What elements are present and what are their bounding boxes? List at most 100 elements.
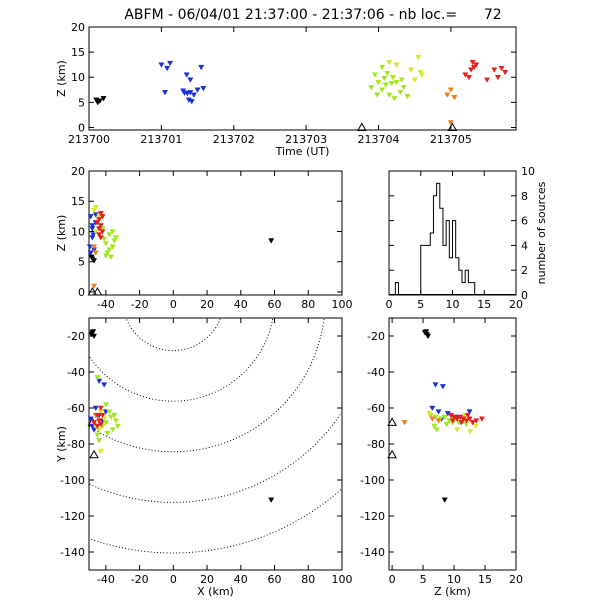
plot-frame xyxy=(88,170,343,296)
source-point xyxy=(441,414,448,421)
source-point xyxy=(375,80,382,86)
x-tick-label: -20 xyxy=(131,573,149,586)
source-point xyxy=(463,418,470,424)
source-point xyxy=(391,96,398,102)
source-point xyxy=(97,405,104,412)
histogram-steps xyxy=(394,182,476,296)
source-point xyxy=(417,69,424,76)
source-point xyxy=(89,223,96,229)
source-point xyxy=(94,432,101,439)
source-point xyxy=(89,226,96,232)
station-marker xyxy=(92,286,103,296)
source-point xyxy=(92,205,99,211)
y-tick-label: 10 xyxy=(71,225,85,238)
source-point xyxy=(386,59,393,66)
source-point xyxy=(96,427,103,433)
station-marker xyxy=(89,449,99,459)
source-point xyxy=(200,86,207,92)
source-point xyxy=(101,382,108,388)
y-tick-label: -120 xyxy=(360,510,385,523)
source-point xyxy=(494,74,501,81)
source-point xyxy=(96,378,103,385)
source-point xyxy=(397,90,404,96)
y-tick-label: 8 xyxy=(521,190,528,203)
y-tick-label: 2 xyxy=(521,264,528,277)
x-tick-label: 213703 xyxy=(285,133,327,146)
source-point xyxy=(464,412,471,419)
y-tick-label: -140 xyxy=(60,546,85,559)
x-tick-label: -40 xyxy=(97,573,115,586)
y-tick-label: 6 xyxy=(521,215,528,228)
source-point xyxy=(469,420,476,426)
x-tick-label: 20 xyxy=(200,573,214,586)
source-point xyxy=(467,429,474,435)
source-point xyxy=(87,416,94,422)
plot-frame xyxy=(88,26,517,131)
x-tick-label: 213705 xyxy=(430,133,472,146)
x-tick-label: 213702 xyxy=(213,133,255,146)
y-tick-label: -60 xyxy=(367,402,385,415)
source-point xyxy=(268,497,275,503)
source-point xyxy=(429,405,436,412)
y-tick-label: -60 xyxy=(67,402,85,415)
source-point xyxy=(443,421,450,428)
x-height-panel: -40 -20 0 20 40 60 80 100 0 5 10 15 20 Z (km) xyxy=(55,165,353,311)
y-tick-label: 5 xyxy=(78,96,85,109)
y-tick-label: -80 xyxy=(67,438,85,451)
x-tick-label: 0 xyxy=(389,573,396,586)
source-point xyxy=(386,92,393,98)
source-point xyxy=(374,92,381,98)
x-tick-label: -40 xyxy=(97,298,115,311)
source-point xyxy=(100,96,107,102)
time-height-panel: 213700 213701 213702 213703 213704 213705 0 5 10… xyxy=(55,21,517,158)
source-point xyxy=(107,414,114,421)
source-point xyxy=(194,87,201,93)
source-point xyxy=(94,375,101,381)
y-tick-label: -40 xyxy=(67,366,85,379)
y-tick-label: 15 xyxy=(71,195,85,208)
source-point xyxy=(96,418,103,424)
source-point xyxy=(401,420,408,426)
y-tick-label: -40 xyxy=(367,366,385,379)
source-point xyxy=(97,211,104,217)
source-point xyxy=(426,411,433,417)
source-point xyxy=(109,244,116,250)
x-tick-label: -20 xyxy=(131,298,149,311)
source-point xyxy=(87,250,94,256)
figure-title: ABFM - 06/04/01 21:37:00 - 21:37:06 - nb… xyxy=(124,7,501,23)
source-point xyxy=(91,283,98,290)
x-axis-label: X (km) xyxy=(197,585,234,598)
source-point xyxy=(91,427,98,433)
source-point xyxy=(484,77,491,83)
source-point xyxy=(99,214,106,220)
y-tick-label: 4 xyxy=(521,239,528,252)
x-tick-label: 0 xyxy=(386,298,393,311)
source-point xyxy=(94,412,101,419)
source-point xyxy=(87,214,94,220)
source-point xyxy=(90,329,97,335)
x-tick-label: 0 xyxy=(170,298,177,311)
source-point xyxy=(89,235,96,241)
source-point xyxy=(404,94,411,100)
source-point xyxy=(92,250,99,256)
source-point xyxy=(466,416,473,422)
source-point xyxy=(429,416,436,422)
source-point xyxy=(90,232,97,238)
source-point xyxy=(502,69,509,76)
x-tick-label: 40 xyxy=(234,573,248,586)
source-point xyxy=(381,75,388,82)
source-point xyxy=(97,223,104,229)
y-tick-label: 5 xyxy=(78,256,85,269)
x-tick-label: 213700 xyxy=(68,133,110,146)
y-axis-label: Y (km) xyxy=(55,426,68,463)
source-point xyxy=(398,77,405,83)
source-point xyxy=(454,427,461,433)
source-point xyxy=(114,423,121,430)
source-point xyxy=(466,409,473,415)
source-point xyxy=(106,247,113,253)
source-point xyxy=(188,99,195,105)
x-tick-label: 15 xyxy=(478,573,492,586)
source-point xyxy=(92,405,99,412)
plan-view-panel: -40 -20 0 20 40 60 80 100 -140 -120 -100 -80 -60 -40 -… xyxy=(55,317,353,598)
